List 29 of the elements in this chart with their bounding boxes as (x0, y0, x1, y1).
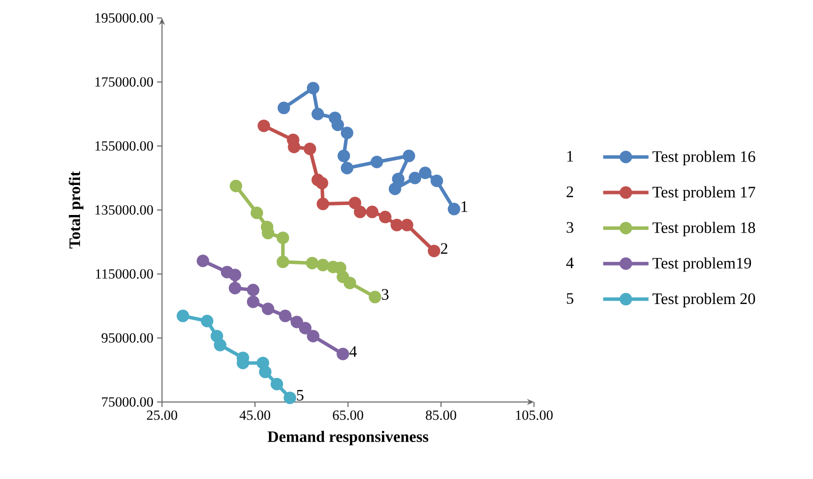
text: 1 (567, 151, 573, 162)
y-tick-label: 195000.00 (95, 13, 153, 23)
legend-label: Test problem19 (652, 257, 752, 272)
y-axis-title: Total profit (68, 171, 84, 248)
annotation: 2 (440, 243, 448, 254)
y-tick-label: 135000.00 (95, 205, 153, 215)
x-tick-label: 45.00 (240, 410, 270, 420)
legend-label: Test problem 17 (652, 186, 756, 201)
y-tick-label: 95000.00 (102, 333, 153, 343)
text: 2 (566, 186, 574, 198)
legend-label: Test problem 16 (652, 150, 756, 166)
legend-label: Test problem 20 (652, 292, 756, 308)
legend-label: Test problem 18 (652, 222, 756, 236)
annotation: 4 (349, 346, 357, 357)
annotation: 1 (462, 201, 468, 212)
x-tick-label: 85.00 (426, 410, 456, 420)
annotation: 3 (382, 289, 389, 300)
y-tick-label: 75000.00 (102, 397, 153, 407)
annotation: 5 (297, 390, 304, 401)
x-tick-label: 65.00 (332, 410, 364, 420)
text: 3 (566, 222, 574, 233)
x-tick-label: 105.00 (516, 410, 553, 420)
text: 5 (566, 293, 574, 304)
y-tick-label: 175000.00 (95, 77, 153, 87)
x-axis-title: Demand responsiveness (268, 430, 428, 446)
y-tick-label: 155000.00 (95, 141, 153, 151)
y-tick-label: 115000.00 (96, 269, 153, 279)
text: 4 (566, 258, 574, 268)
x-tick-label: 25.00 (146, 410, 178, 420)
